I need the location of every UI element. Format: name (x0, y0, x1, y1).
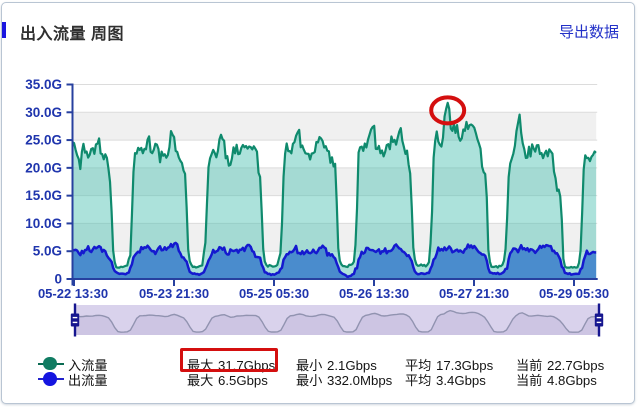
x-axis-label: 05-23 21:30 (139, 286, 209, 301)
y-axis-label: 15.0G (25, 188, 62, 203)
x-axis-label: 05-22 13:30 (38, 286, 108, 301)
grid-band (72, 112, 597, 141)
traffic-chart-card: 出入流量 周图 导出数据 35.0G 30.0G 25.0G 20.0G 15.0G 10… (1, 2, 635, 404)
handle-grip (70, 313, 80, 327)
y-axis-label: 35.0G (25, 77, 62, 92)
brush-mini-area (74, 310, 599, 335)
x-axis-label: 05-29 05:30 (539, 286, 609, 301)
title-accent-bar (2, 22, 6, 38)
outbound-line (73, 241, 597, 279)
series-layer (73, 101, 597, 279)
y-axis-label: 0 (54, 272, 62, 287)
y-axis-label: 5.0G (33, 244, 62, 259)
brush-handle-left[interactable] (70, 303, 80, 337)
y-axis-label: 20.0G (25, 160, 62, 175)
inbound-line (73, 101, 597, 269)
peak-highlight-circle (429, 95, 467, 126)
x-axis-label: 05-25 05:30 (239, 286, 309, 301)
handle-grip (594, 313, 604, 327)
export-data-link[interactable]: 导出数据 (558, 24, 619, 41)
inbound-area (73, 102, 597, 279)
brush-handle-right[interactable] (594, 303, 604, 337)
page-title: 出入流量 周图 (20, 26, 124, 43)
y-axis-label: 25.0G (25, 133, 62, 148)
x-axis-label: 05-27 21:30 (439, 286, 509, 301)
x-axis-label: 05-26 13:30 (339, 286, 409, 301)
brush-mini-line (73, 309, 598, 333)
y-axis-label: 10.0G (25, 216, 62, 231)
y-axis-label: 30.0G (25, 105, 62, 120)
